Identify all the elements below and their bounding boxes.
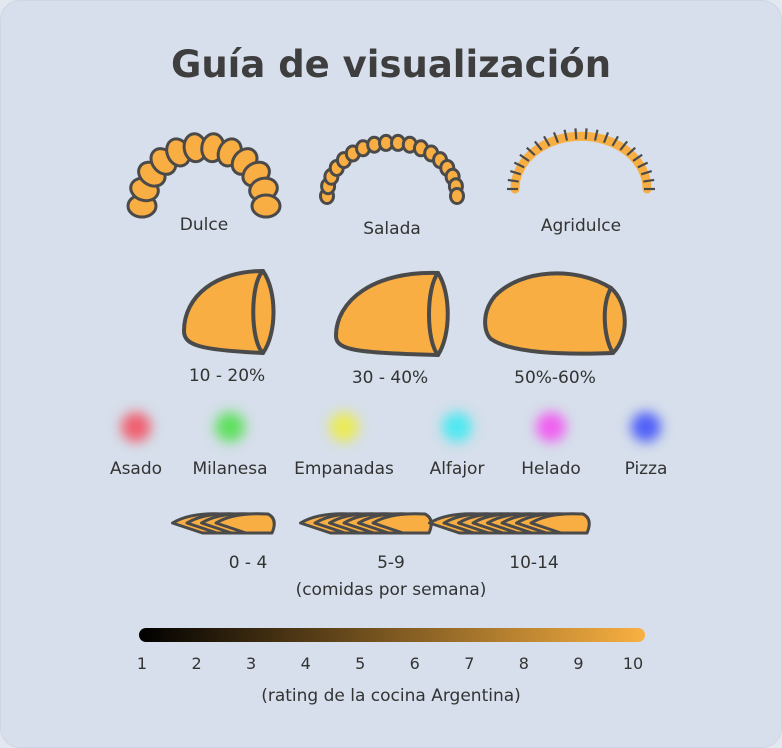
food-label-pizza: Pizza [624,459,668,479]
salty-arc-icon [319,133,465,205]
rating-colorbar [139,628,645,642]
sweet-sour-tick [611,135,619,147]
rating-tick-label: 5 [355,654,366,673]
rating-tick-label: 2 [191,654,202,673]
page-title: Guía de visualización [170,43,612,86]
rating-tick-label: 8 [518,654,529,673]
food-color-swatch-alfajor [442,412,472,442]
rating-tick-label: 10 [622,654,644,673]
food-color-swatch-asado [121,412,151,442]
frequency-chevron [371,512,433,535]
food-color-swatch-milanesa [215,412,245,442]
medium-empanada-icon [334,270,450,357]
food-color-swatch-empanadas [329,412,359,442]
frequency-unit-label: (comidas por semana) [295,580,487,600]
size-label-small: 10 - 20% [188,366,266,386]
rating-tick-label: 7 [464,654,475,673]
sweet-sour-tick [519,153,530,162]
sweet-sour-tick [509,170,522,176]
food-label-milanesa: Milanesa [192,459,268,479]
food-label-asado: Asado [109,459,163,479]
food-color-swatch-pizza [631,412,661,442]
rating-tick-label: 3 [246,654,257,673]
frequency-group [428,512,591,535]
sweet-sour-arc-icon [507,128,655,194]
flavor-label-sweet: Dulce [179,215,229,235]
flavor-legend [126,128,655,219]
frequency-group [299,512,433,535]
sweet-sour-tick [563,129,569,141]
frequency-chevron [529,512,591,535]
frequency-label-high: 10-14 [509,553,559,573]
size-label-medium: 30 - 40% [351,368,429,388]
sweet-sour-tick [534,140,543,151]
flavor-label-salty: Salada [363,219,421,239]
frequency-chevron [214,512,276,535]
frequency-legend [171,512,591,535]
sweet-sour-tick [593,129,599,141]
salty-bead [449,187,465,205]
sweet-arc-icon [126,132,282,219]
sweet-sour-tick [619,140,628,151]
food-label-empanadas: Empanadas [294,459,394,479]
sweet-scale [250,193,282,219]
small-empanada-icon [182,269,276,355]
frequency-label-mid: 5-9 [377,553,405,573]
flavor-label-sweet-sour: Agridulce [540,216,622,236]
food-color-swatch-helado [536,412,566,442]
sweet-sour-tick [637,161,649,169]
size-legend [182,269,627,357]
sweet-sour-tick [584,128,588,140]
sweet-sour-tick [602,132,610,144]
frequency-group [171,512,276,535]
frequency-label-low: 0 - 4 [228,553,268,573]
large-empanada-icon [483,271,627,356]
sweet-sour-tick [507,178,519,183]
sweet-sour-tick [543,135,551,147]
sweet-sour-tick [626,146,636,156]
sweet-sour-tick [643,178,655,183]
size-label-large: 50%-60% [514,368,596,388]
food-label-helado: Helado [521,459,581,479]
sweet-sour-tick [552,132,560,144]
sweet-sour-tick [513,161,525,169]
sweet-sour-tick [526,146,536,156]
rating-tick-label: 1 [136,654,148,673]
food-label-alfajor: Alfajor [429,459,485,479]
sweet-sour-tick [640,170,653,176]
rating-tick-label: 9 [573,654,584,673]
rating-tick-label: 4 [300,654,311,673]
rating-axis-label: (rating de la cocina Argentina) [261,686,521,706]
rating-tick-label: 6 [409,654,420,673]
sweet-sour-tick [632,153,643,162]
sweet-sour-tick [574,128,578,140]
